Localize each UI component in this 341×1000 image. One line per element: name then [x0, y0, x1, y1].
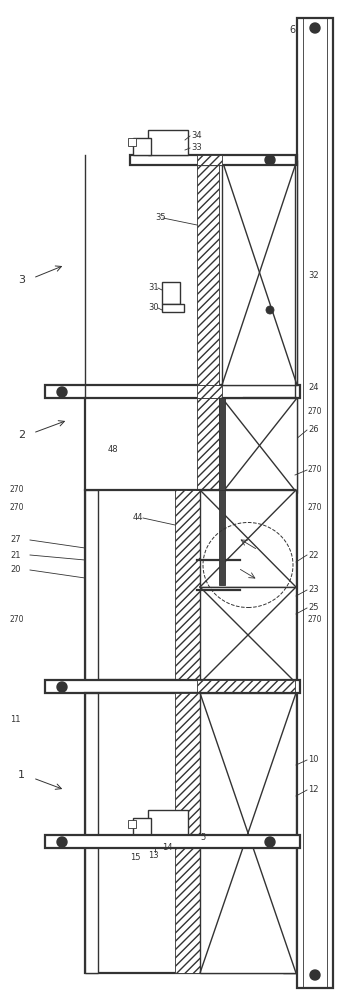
Text: 23: 23 [308, 585, 318, 594]
Bar [197, 155, 222, 165]
Bar [219, 490, 225, 585]
Bar [133, 818, 151, 835]
Bar [175, 490, 200, 680]
Bar [133, 138, 151, 155]
Circle shape [310, 23, 320, 33]
Text: 270: 270 [308, 615, 323, 624]
Bar [219, 398, 225, 490]
Text: 21: 21 [10, 550, 20, 560]
Text: 270: 270 [10, 486, 25, 494]
Bar [130, 155, 297, 165]
Text: 24: 24 [308, 383, 318, 392]
Text: 270: 270 [308, 466, 323, 475]
Text: 11: 11 [10, 716, 20, 724]
Text: 22: 22 [308, 550, 318, 560]
Text: 30: 30 [148, 304, 159, 312]
Bar [85, 490, 295, 680]
Bar [283, 490, 296, 680]
Bar [200, 587, 296, 683]
Text: 270: 270 [308, 504, 323, 512]
Text: 34: 34 [191, 131, 202, 140]
Text: 26: 26 [308, 426, 318, 434]
Bar [45, 835, 300, 848]
Bar [128, 820, 136, 828]
Text: 48: 48 [108, 446, 119, 454]
Text: 33: 33 [191, 143, 202, 152]
Circle shape [57, 837, 67, 847]
Bar [85, 693, 295, 973]
Bar [200, 693, 296, 973]
Text: 5: 5 [200, 834, 205, 842]
Text: 270: 270 [10, 504, 25, 512]
Text: 6: 6 [289, 25, 295, 35]
Circle shape [57, 387, 67, 397]
Text: 270: 270 [10, 615, 25, 624]
Bar [244, 398, 296, 490]
Text: 27: 27 [10, 536, 20, 544]
Bar [297, 18, 333, 988]
Text: 1: 1 [18, 770, 25, 780]
Bar [128, 138, 136, 146]
Text: 15: 15 [130, 854, 140, 862]
Bar [45, 385, 300, 398]
Bar [45, 680, 300, 693]
Bar [162, 282, 180, 304]
Circle shape [265, 155, 275, 165]
Text: 32: 32 [308, 270, 318, 279]
Bar [85, 693, 98, 973]
Text: 31: 31 [148, 284, 159, 292]
Circle shape [265, 837, 275, 847]
Bar [148, 130, 188, 155]
Bar [148, 810, 188, 835]
Text: 35: 35 [155, 214, 166, 223]
Bar [283, 693, 296, 973]
Text: 25: 25 [308, 603, 318, 612]
Text: 2: 2 [18, 430, 25, 440]
Text: 10: 10 [308, 756, 318, 764]
Bar [197, 160, 219, 385]
Bar [197, 398, 219, 490]
Text: 12: 12 [308, 786, 318, 794]
Bar [200, 490, 296, 587]
Circle shape [266, 306, 274, 314]
Text: 20: 20 [10, 566, 20, 574]
Bar [175, 693, 200, 973]
Text: 14: 14 [162, 844, 173, 852]
Circle shape [57, 682, 67, 692]
Bar [222, 160, 297, 385]
Bar [197, 680, 295, 693]
Text: 3: 3 [18, 275, 25, 285]
Text: 13: 13 [148, 850, 159, 859]
Circle shape [310, 970, 320, 980]
Bar [162, 304, 184, 312]
Bar [85, 490, 98, 680]
Bar [197, 385, 222, 398]
Text: 44: 44 [133, 514, 144, 522]
Bar [222, 398, 297, 493]
Text: 270: 270 [308, 408, 323, 416]
